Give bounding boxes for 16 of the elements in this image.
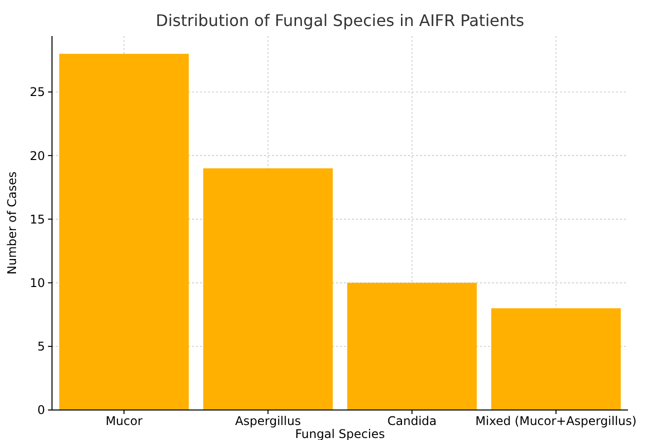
bar bbox=[203, 168, 333, 410]
y-tick-label: 25 bbox=[30, 85, 45, 100]
x-tick-label: Mucor bbox=[106, 414, 142, 428]
y-tick-label: 20 bbox=[30, 148, 45, 163]
bar bbox=[347, 282, 477, 410]
y-axis-title: Number of Cases bbox=[5, 171, 19, 275]
y-tick-label: 10 bbox=[30, 276, 45, 290]
bar bbox=[59, 54, 189, 410]
y-tick-label: 5 bbox=[37, 340, 45, 354]
y-tick-label: 15 bbox=[30, 212, 45, 226]
bar bbox=[491, 308, 621, 410]
x-tick-label: Aspergillus bbox=[235, 414, 301, 428]
y-tick-label: 0 bbox=[37, 403, 45, 418]
chart-title: Distribution of Fungal Species in AIFR Patients bbox=[156, 11, 524, 30]
x-tick-label: Mixed (Mucor+Aspergillus) bbox=[475, 414, 637, 428]
x-tick-label: Candida bbox=[387, 414, 437, 428]
